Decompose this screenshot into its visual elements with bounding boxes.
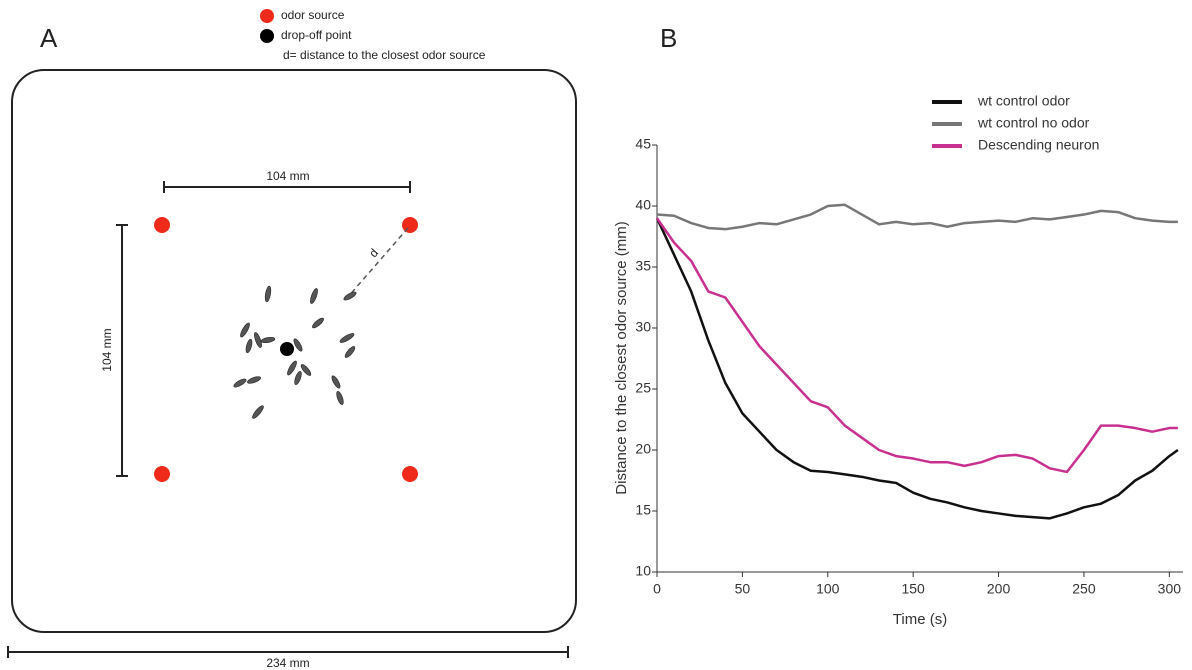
legend-label: wt control odor	[977, 93, 1070, 109]
y-tick-label: 35	[635, 258, 651, 274]
distance-line	[346, 227, 409, 299]
series-line	[656, 203, 1178, 231]
x-tick-label: 200	[987, 581, 1011, 597]
x-tick-label: 150	[901, 581, 925, 597]
odor-source	[402, 217, 418, 233]
x-tick-label: 250	[1072, 581, 1096, 597]
y-tick-label: 10	[635, 563, 651, 579]
arena-label: 234 mm	[266, 656, 309, 670]
y-axis-label: Distance to the closest odor source (mm)	[613, 221, 630, 494]
distance-label: d	[366, 246, 381, 260]
y-tick-label: 40	[635, 197, 651, 213]
x-tick-label: 300	[1158, 581, 1182, 597]
y-tick-label: 20	[635, 441, 651, 457]
y-tick-label: 30	[635, 319, 651, 335]
y-tick-label: 45	[635, 136, 651, 152]
panel-label: B	[660, 23, 677, 53]
flies	[233, 285, 357, 419]
y-tick-label: 15	[635, 502, 651, 518]
odor-source	[402, 466, 418, 482]
x-tick-label: 50	[735, 581, 751, 597]
panel-label: A	[40, 23, 58, 53]
series-line	[655, 217, 1179, 520]
drop-off-point	[280, 342, 294, 356]
series-line	[655, 217, 1178, 474]
plot: 10 15 20 25 30 35 40 45 0 50 100 150 200 250 300 wt con…	[635, 93, 1183, 597]
legend-dot	[260, 9, 274, 23]
legend-label: drop-off point	[281, 28, 352, 42]
x-axis-label: Time (s)	[893, 611, 947, 628]
note: d= distance to the closest odor source	[283, 48, 486, 62]
x-tick-label: 0	[653, 581, 661, 597]
legend-label: Descending neuron	[978, 137, 1099, 153]
width-label: 104 mm	[266, 169, 309, 183]
y-tick-label: 25	[635, 380, 651, 396]
scale-bars	[7, 181, 569, 658]
odor-source	[154, 217, 170, 233]
arena	[11, 69, 577, 633]
height-label: 104 mm	[100, 328, 114, 371]
legend-label: wt control no odor	[977, 115, 1090, 131]
legend-dot	[260, 29, 274, 43]
odor-source	[154, 466, 170, 482]
x-tick-label: 100	[816, 581, 840, 597]
legend-label: odor source	[281, 8, 345, 22]
